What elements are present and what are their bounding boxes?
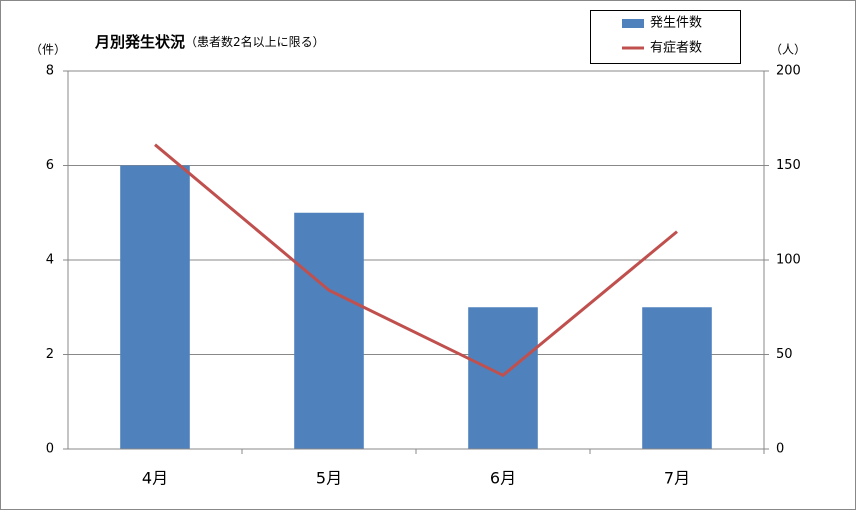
y-axis-label: （件）	[30, 43, 66, 57]
y2-axis-label: （人）	[770, 43, 806, 57]
chart-subtitle: （患者数2名以上に限る）	[185, 34, 325, 49]
x-tick-label: 5月	[316, 469, 342, 488]
bar	[120, 165, 190, 449]
y2-tick-label: 50	[776, 347, 793, 362]
y-tick-label: 8	[46, 64, 54, 79]
x-tick-label: 6月	[490, 469, 516, 488]
y-tick-label: 6	[46, 158, 54, 173]
bar	[468, 307, 538, 449]
legend-label: 発生件数	[650, 16, 702, 31]
y2-tick-label: 0	[776, 442, 784, 457]
y2-tick-label: 100	[776, 253, 801, 268]
bar	[294, 212, 364, 449]
line	[154, 143, 678, 378]
legend-label: 有症者数	[650, 41, 702, 56]
y2-tick-label: 150	[776, 158, 801, 173]
x-tick-label: 7月	[664, 469, 690, 488]
chart-title: 月別発生状況	[94, 33, 185, 51]
y-tick-label: 4	[46, 253, 54, 268]
x-tick-label: 4月	[142, 469, 168, 488]
y-tick-label: 2	[46, 347, 54, 362]
legend-swatch	[622, 19, 644, 28]
y2-tick-label: 200	[776, 64, 801, 79]
legend-box	[590, 10, 741, 64]
chart-title-block: 月別発生状況（患者数2名以上に限る）	[94, 33, 325, 51]
y-tick-label: 0	[46, 442, 54, 457]
bar	[642, 307, 712, 449]
